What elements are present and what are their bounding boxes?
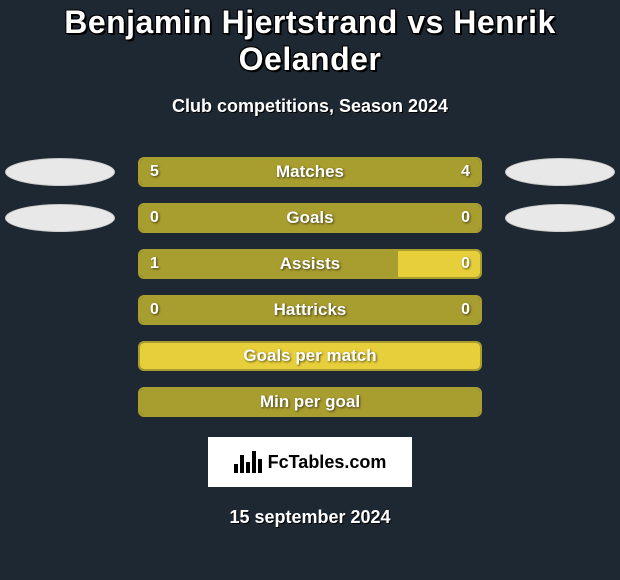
stat-label: Hattricks — [140, 297, 480, 323]
stat-value-right: 0 — [461, 205, 470, 231]
stat-value-right: 4 — [461, 159, 470, 185]
stat-bar: Min per goal — [138, 387, 482, 417]
comparison-card: Benjamin Hjertstrand vs Henrik Oelander … — [0, 0, 620, 528]
stat-value-left: 1 — [150, 251, 159, 277]
stat-label: Goals per match — [140, 343, 480, 369]
stat-label: Min per goal — [140, 389, 480, 415]
stat-bar: Hattricks0 0 — [138, 295, 482, 325]
brand-logo: FcTables.com — [208, 437, 412, 487]
stat-bar: Goals0 0 — [138, 203, 482, 233]
player-right-marker — [505, 158, 615, 186]
player-left-marker — [5, 158, 115, 186]
stat-value-left: 0 — [150, 297, 159, 323]
brand-text: FcTables.com — [268, 452, 387, 473]
stat-row: Min per goal — [0, 387, 620, 417]
stat-row: Hattricks0 0 — [0, 295, 620, 325]
stat-value-left: 0 — [150, 205, 159, 231]
stat-label: Assists — [140, 251, 480, 277]
stat-bar: Assists1 0 — [138, 249, 482, 279]
subtitle: Club competitions, Season 2024 — [0, 96, 620, 117]
stat-row: Goals0 0 — [0, 203, 620, 233]
stat-row: Assists1 0 — [0, 249, 620, 279]
player-right-marker — [505, 204, 615, 232]
stat-value-right: 0 — [461, 297, 470, 323]
stat-label: Matches — [140, 159, 480, 185]
stat-row: Matches5 4 — [0, 157, 620, 187]
page-title: Benjamin Hjertstrand vs Henrik Oelander — [0, 4, 620, 78]
stat-label: Goals — [140, 205, 480, 231]
stat-value-right: 0 — [461, 251, 470, 277]
player-left-marker — [5, 204, 115, 232]
stat-row: Goals per match — [0, 341, 620, 371]
stats-container: Matches54Goals00Assists10Hattricks00Goal… — [0, 157, 620, 417]
stat-bar: Goals per match — [138, 341, 482, 371]
stat-bar: Matches5 4 — [138, 157, 482, 187]
date-label: 15 september 2024 — [0, 507, 620, 528]
bar-chart-icon — [234, 451, 262, 473]
stat-value-left: 5 — [150, 159, 159, 185]
